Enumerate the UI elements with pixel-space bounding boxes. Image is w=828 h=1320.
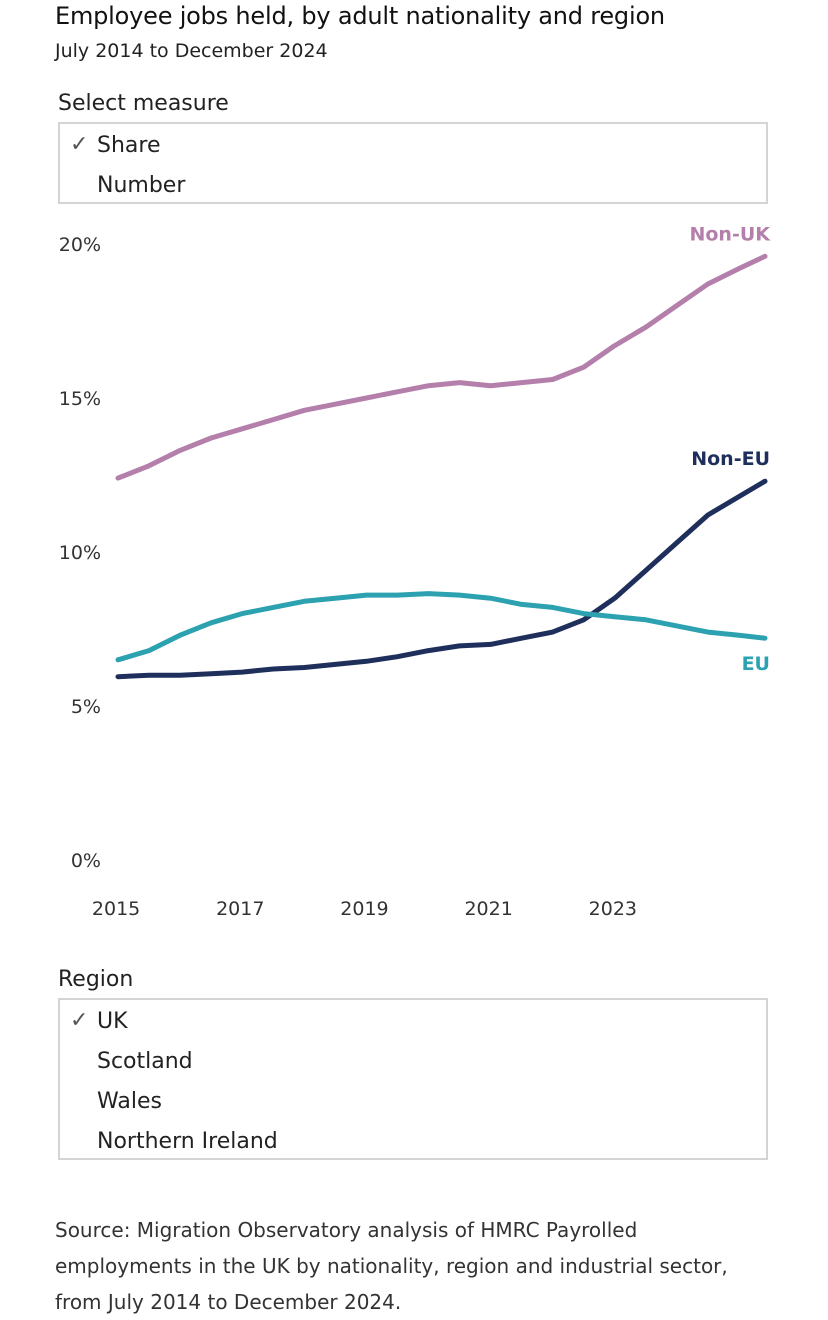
series-line-non-eu [115,478,768,680]
checkmark-icon: ✓ [70,132,89,157]
x-tick-label: 2015 [92,898,140,920]
series-label-non-uk: Non-UK [689,223,771,245]
chart-subtitle: July 2014 to December 2024 [55,40,328,62]
checkmark-icon: ✓ [70,1008,89,1033]
source-note: Source: Migration Observatory analysis o… [55,1218,728,1314]
region-option-uk[interactable]: ✓ UK [60,1002,766,1042]
line-chart: 0% 5% 10% 15% 20% 2015 2017 2019 2021 2023 Non-UK N… [59,223,771,920]
region-option-scotland[interactable]: Scotland [60,1042,766,1082]
y-tick-label: 10% [59,542,101,564]
option-label: Wales [97,1089,162,1114]
y-tick-label: 15% [59,388,101,410]
region-option-northern-ireland[interactable]: Northern Ireland [60,1122,766,1162]
measure-option-number[interactable]: Number [60,166,766,206]
y-tick-label: 20% [59,234,101,256]
option-label: UK [97,1009,128,1034]
x-tick-label: 2019 [340,898,388,920]
series-label-eu: EU [742,653,770,675]
region-filter-list: ✓ UK Scotland Wales Northern Ireland [58,998,768,1160]
series-line-eu [115,591,768,663]
x-tick-label: 2017 [216,898,264,920]
option-label: Share [97,133,161,158]
option-label: Number [97,173,186,198]
y-tick-label: 0% [71,850,101,872]
x-tick-label: 2021 [464,898,512,920]
measure-option-share[interactable]: ✓ Share [60,126,766,166]
series-line-non-uk [115,253,768,481]
region-option-wales[interactable]: Wales [60,1082,766,1122]
option-label: Northern Ireland [97,1129,278,1154]
y-tick-label: 5% [71,696,101,718]
x-tick-label: 2023 [589,898,637,920]
region-filter-label: Region [58,967,134,992]
chart-title: Employee jobs held, by adult nationality… [55,2,665,30]
series-label-non-eu: Non-EU [691,448,770,470]
option-label: Scotland [97,1049,193,1074]
measure-filter-list: ✓ Share Number [58,122,768,204]
measure-filter-label: Select measure [58,91,229,116]
